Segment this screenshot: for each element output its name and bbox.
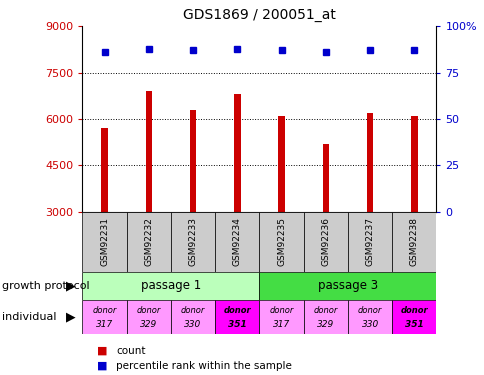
Text: ■: ■ — [97, 346, 107, 355]
Text: GSM92236: GSM92236 — [321, 217, 330, 266]
Bar — [259, 300, 303, 334]
Bar — [234, 94, 240, 212]
Bar — [392, 300, 436, 334]
Text: donor: donor — [313, 306, 337, 315]
Bar — [215, 212, 259, 272]
Text: donor: donor — [400, 306, 427, 315]
Bar — [322, 144, 329, 212]
Bar — [126, 212, 170, 272]
Text: individual: individual — [2, 312, 57, 322]
Bar — [303, 212, 347, 272]
Text: donor: donor — [181, 306, 205, 315]
Bar — [278, 116, 284, 212]
Bar — [259, 212, 303, 272]
Text: 329: 329 — [317, 320, 334, 329]
Bar — [259, 272, 436, 300]
Bar — [410, 116, 417, 212]
Text: GSM92237: GSM92237 — [365, 217, 374, 266]
Text: ▶: ▶ — [65, 310, 75, 323]
Bar — [170, 300, 215, 334]
Text: 330: 330 — [184, 320, 201, 329]
Text: donor: donor — [136, 306, 161, 315]
Text: 329: 329 — [140, 320, 157, 329]
Text: GSM92233: GSM92233 — [188, 217, 197, 266]
Text: 330: 330 — [361, 320, 378, 329]
Text: GSM92231: GSM92231 — [100, 217, 109, 266]
Text: GSM92234: GSM92234 — [232, 217, 242, 266]
Bar — [392, 212, 436, 272]
Text: GSM92235: GSM92235 — [276, 217, 286, 266]
Text: count: count — [116, 346, 146, 355]
Text: donor: donor — [357, 306, 381, 315]
Bar — [101, 128, 107, 212]
Bar — [347, 212, 392, 272]
Text: GSM92238: GSM92238 — [409, 217, 418, 266]
Text: donor: donor — [269, 306, 293, 315]
Text: 351: 351 — [227, 320, 246, 329]
Bar — [303, 300, 347, 334]
Bar — [82, 272, 259, 300]
Bar — [145, 91, 152, 212]
Text: ▶: ▶ — [65, 279, 75, 292]
Bar — [82, 300, 126, 334]
Bar — [126, 300, 170, 334]
Text: passage 1: passage 1 — [140, 279, 201, 292]
Text: donor: donor — [223, 306, 251, 315]
Text: ■: ■ — [97, 361, 107, 370]
Bar — [189, 110, 196, 212]
Bar — [82, 212, 126, 272]
Text: donor: donor — [92, 306, 117, 315]
Text: GSM92232: GSM92232 — [144, 217, 153, 266]
Text: 317: 317 — [96, 320, 113, 329]
Text: 351: 351 — [404, 320, 423, 329]
Bar — [215, 300, 259, 334]
Title: GDS1869 / 200051_at: GDS1869 / 200051_at — [182, 9, 335, 22]
Bar — [170, 212, 215, 272]
Text: 317: 317 — [272, 320, 289, 329]
Text: percentile rank within the sample: percentile rank within the sample — [116, 361, 292, 370]
Text: growth protocol: growth protocol — [2, 281, 90, 291]
Bar — [366, 113, 373, 212]
Bar — [347, 300, 392, 334]
Text: passage 3: passage 3 — [318, 279, 377, 292]
